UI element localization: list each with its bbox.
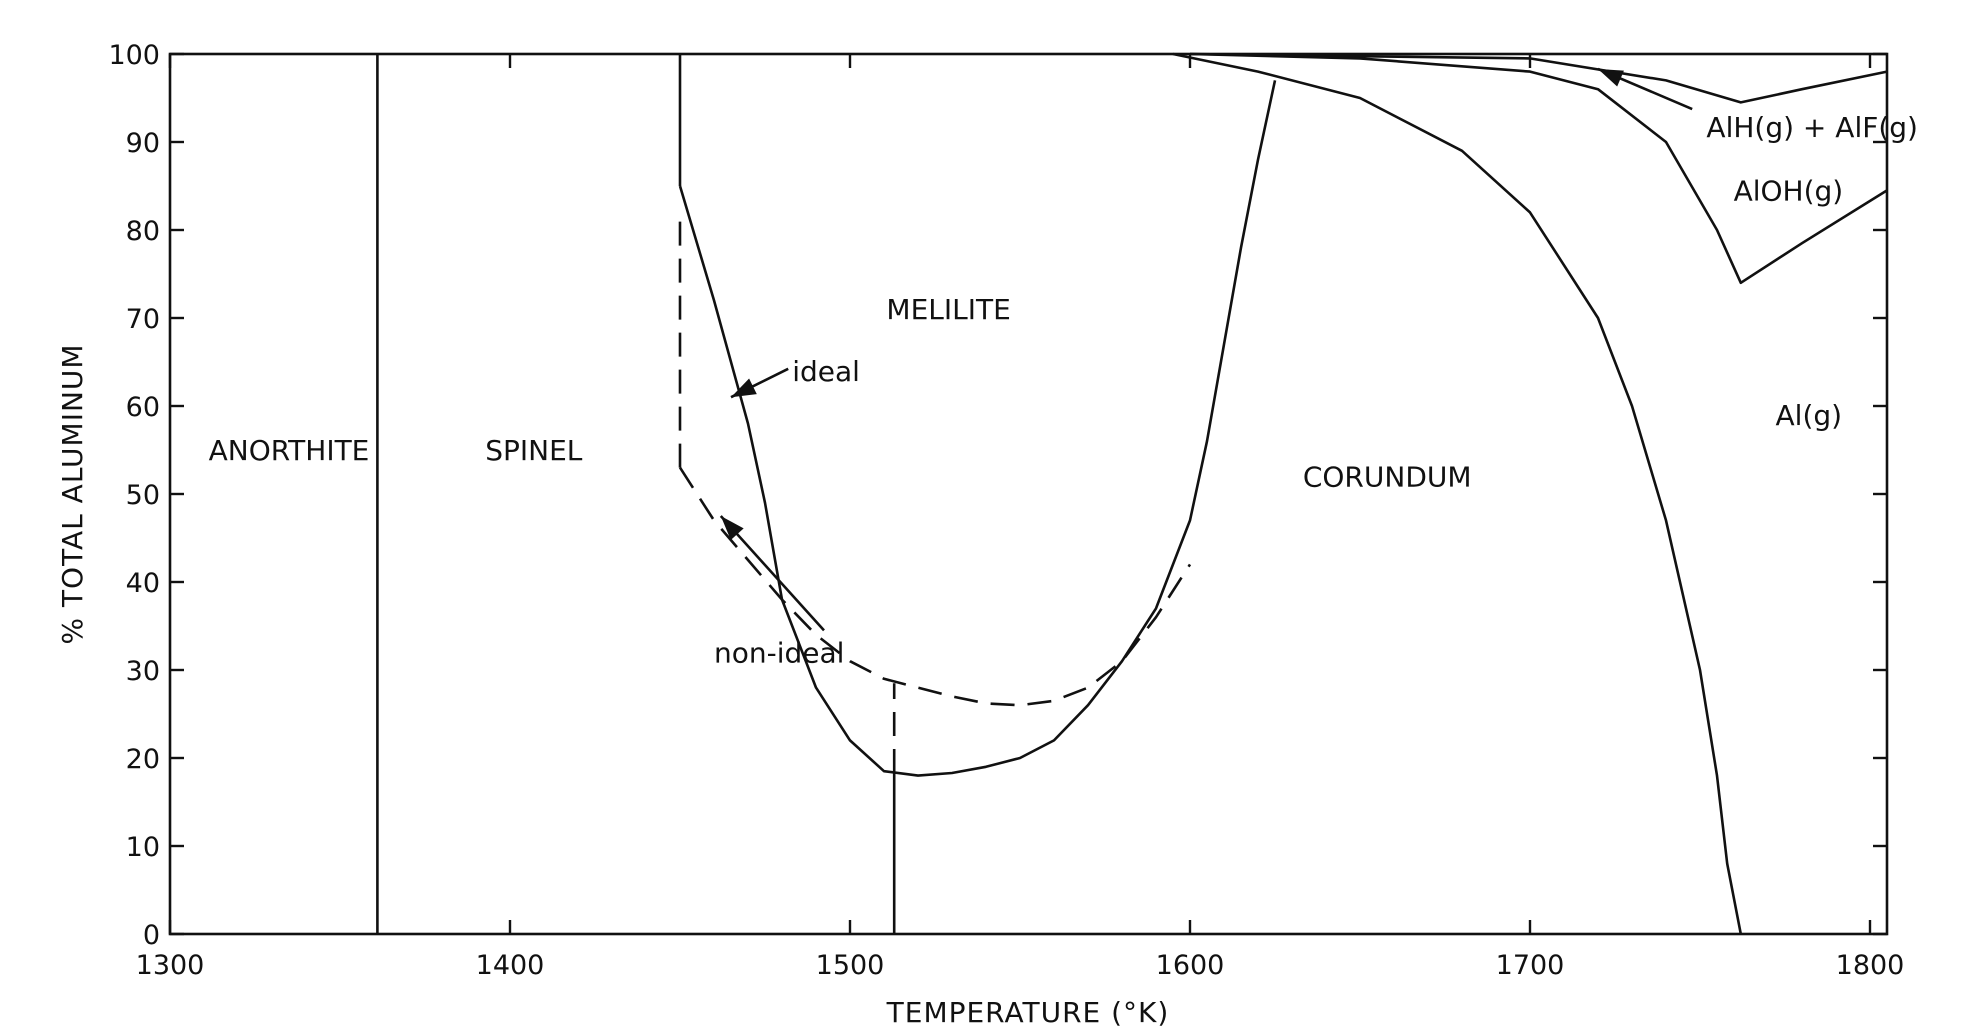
y-tick-label: 30	[126, 656, 160, 687]
region-label: CORUNDUM	[1303, 460, 1472, 493]
y-tick-label: 40	[126, 568, 160, 599]
annotation-arrows	[719, 67, 1693, 632]
boundary-curve-9	[1189, 52, 1888, 104]
region-label: MELILITE	[886, 293, 1010, 326]
x-tick-label: 1700	[1496, 950, 1565, 981]
boundary-curve-5	[678, 466, 1192, 707]
plot-frame	[168, 52, 1889, 936]
arrow-head	[720, 516, 744, 541]
y-axis-title: % TOTAL ALUMINUM	[56, 343, 89, 644]
arrow-shaft	[719, 515, 825, 632]
x-tick-label: 1800	[1836, 950, 1905, 981]
boundary-curve-8	[1189, 52, 1888, 285]
annotation-label: non-ideal	[714, 636, 844, 669]
y-tick-label: 70	[126, 304, 160, 335]
axis-ticks	[168, 52, 1887, 936]
region-label: Al(g)	[1776, 399, 1843, 432]
region-label: SPINEL	[485, 434, 583, 467]
x-tick-label: 1300	[136, 950, 205, 981]
y-tick-label: 0	[143, 920, 160, 951]
region-label: AlOH(g)	[1734, 174, 1844, 207]
arrow-head	[731, 378, 757, 398]
annotation-label: ideal	[792, 355, 860, 388]
y-tick-label: 80	[126, 216, 160, 247]
boundary-curve-7	[1172, 52, 1743, 935]
boundary-curve-2	[678, 80, 1277, 777]
x-tick-label: 1500	[816, 950, 885, 981]
y-tick-label: 60	[126, 392, 160, 423]
region-label: ANORTHITE	[209, 434, 370, 467]
y-tick-label: 10	[126, 832, 160, 863]
y-tick-label: 100	[108, 40, 160, 71]
x-tick-label: 1400	[476, 950, 545, 981]
y-tick-label: 20	[126, 744, 160, 775]
region-label: AlH(g) + AlF(g)	[1706, 111, 1918, 144]
tick-labels: 1300 1400 1500 1600 1700 1800 0 10 20 30 40 50 60 70 8…	[108, 40, 1904, 981]
phase-boundaries	[376, 52, 1888, 935]
y-tick-label: 90	[126, 128, 160, 159]
x-axis-title: TEMPERATURE (°K)	[886, 996, 1170, 1029]
arrow-head	[1598, 68, 1624, 87]
x-tick-label: 1600	[1156, 950, 1225, 981]
region-labels: ANORTHITE SPINEL MELILITE CORUNDUM Al(g) AlOH…	[209, 111, 1918, 669]
y-tick-label: 50	[126, 480, 160, 511]
